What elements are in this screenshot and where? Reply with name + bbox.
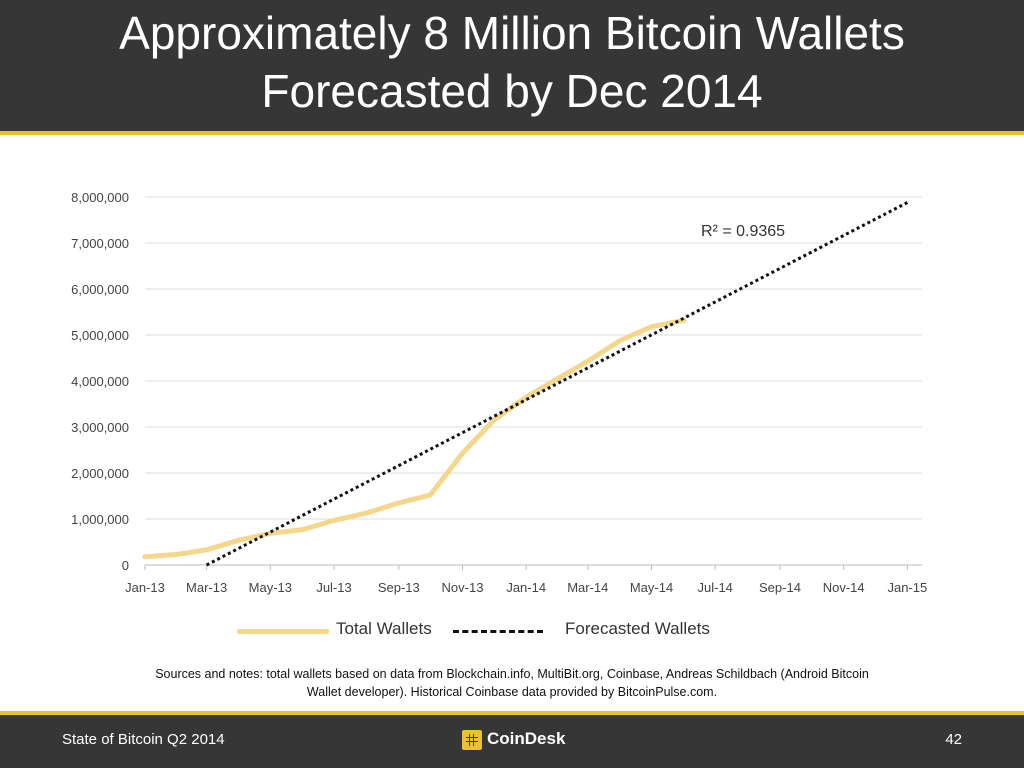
header-accent-bar [0, 131, 1024, 135]
footer-accent-bar [0, 711, 1024, 715]
series-line-total-wallets [142, 317, 687, 560]
x-tick-label: Jan-13 [125, 580, 165, 595]
y-tick-label: 8,000,000 [71, 190, 129, 205]
r-squared-annotation: R² = 0.9365 [701, 223, 785, 240]
x-tick-label: Mar-13 [186, 580, 227, 595]
y-tick-label: 3,000,000 [71, 420, 129, 435]
sources-line-2: Wallet developer). Historical Coinbase d… [306, 685, 718, 699]
slide-footer: State of Bitcoin Q2 2014 CoinDesk 42 [0, 715, 1024, 768]
x-tick-label: Jul-14 [698, 580, 733, 595]
x-tick-label: Nov-14 [823, 580, 865, 595]
y-tick-label: 6,000,000 [71, 282, 129, 297]
legend-label-total-wallets: Total Wallets [336, 619, 432, 638]
x-tick-label: Sep-14 [759, 580, 801, 595]
x-tick-label: May-13 [249, 580, 292, 595]
footer-report-title: State of Bitcoin Q2 2014 [62, 731, 225, 748]
legend-swatch-forecasted-wallets [453, 630, 543, 633]
y-tick-label: 0 [122, 558, 129, 573]
y-tick-label: 1,000,000 [71, 512, 129, 527]
x-tick-label: Nov-13 [442, 580, 484, 595]
title-line-1: Approximately 8 Million Bitcoin Wallets [119, 7, 905, 59]
y-tick-label: 2,000,000 [71, 466, 129, 481]
sources-note: Sources and notes: total wallets based o… [90, 665, 934, 701]
x-tick-label: May-14 [630, 580, 673, 595]
y-tick-label: 4,000,000 [71, 374, 129, 389]
y-tick-label: 5,000,000 [71, 328, 129, 343]
x-tick-label: Jan-15 [888, 580, 928, 595]
x-tick-label: Jul-13 [316, 580, 351, 595]
legend-label-forecasted-wallets: Forecasted Wallets [565, 619, 710, 638]
x-tick-label: Mar-14 [567, 580, 608, 595]
title-line-2: Forecasted by Dec 2014 [261, 65, 763, 117]
y-tick-label: 7,000,000 [71, 236, 129, 251]
wallets-line-chart: 0 1,000,000 2,000,000 3,000,000 4,000,000 5,0… [71, 190, 928, 595]
x-tick-label: Sep-13 [378, 580, 420, 595]
page-number: 42 [945, 731, 962, 748]
sources-line-1: Sources and notes: total wallets based o… [155, 667, 869, 681]
slide-title: Approximately 8 Million Bitcoin Wallets … [0, 4, 1024, 120]
coindesk-logo-icon [462, 730, 482, 750]
brand-name: CoinDesk [487, 729, 566, 748]
legend-swatch-total-wallets [237, 629, 329, 634]
slide-header: Approximately 8 Million Bitcoin Wallets … [0, 0, 1024, 131]
x-tick-label: Jan-14 [506, 580, 546, 595]
series-line-forecasted-wallets [205, 201, 909, 567]
chart-legend: Total Wallets Forecasted Wallets [0, 617, 1024, 645]
